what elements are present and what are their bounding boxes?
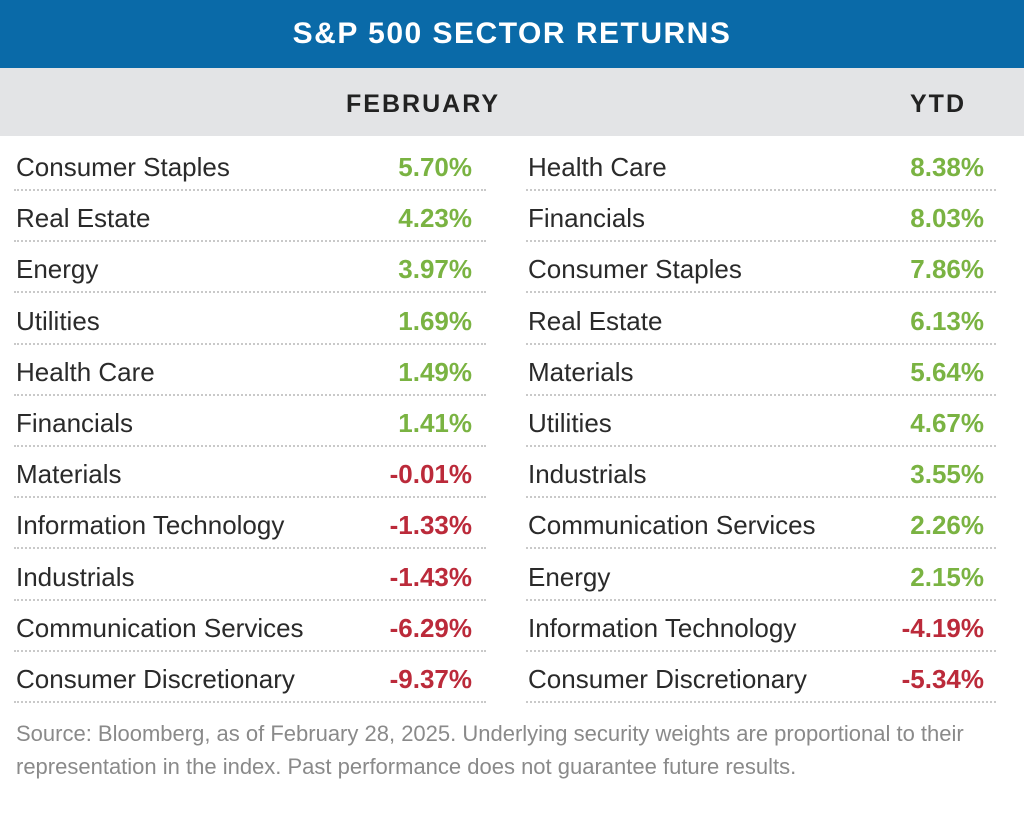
february-return-value: -1.33% [389, 510, 472, 541]
ytd-return-value: 8.03% [910, 203, 984, 234]
ytd-cell: Materials 5.64% [526, 346, 996, 396]
ytd-cell: Consumer Staples 7.86% [526, 243, 996, 294]
ytd-cell: Real Estate 6.13% [526, 295, 996, 345]
february-return-value: 1.41% [398, 407, 472, 438]
table-title: S&P 500 SECTOR RETURNS [292, 17, 732, 50]
february-sector-name: Financials [16, 407, 134, 438]
column-header-bar: FEBRUARY YTD [0, 68, 1024, 136]
ytd-cell: Health Care 8.38% [526, 141, 996, 191]
ytd-return-value: 5.64% [910, 356, 984, 387]
february-sector-name: Health Care [16, 356, 155, 387]
february-cell: Communication Services -6.29% [14, 602, 486, 652]
february-return-value: -6.29% [389, 612, 472, 643]
february-cell: Health Care 1.49% [14, 346, 486, 396]
ytd-return-value: 8.38% [910, 152, 984, 182]
ytd-sector-name: Information Technology [528, 612, 797, 643]
table-row: Financials 1.41% Utilities 4.67% [0, 397, 1024, 448]
february-sector-name: Utilities [16, 305, 100, 336]
february-column-header: FEBRUARY [346, 90, 500, 118]
february-cell: Materials -0.01% [14, 448, 486, 499]
february-cell: Information Technology -1.33% [14, 499, 486, 550]
ytd-sector-name: Financials [528, 203, 646, 234]
table-row: Materials -0.01% Industrials 3.55% [0, 448, 1024, 499]
ytd-sector-name: Consumer Discretionary [528, 663, 807, 694]
february-cell: Industrials -1.43% [14, 551, 486, 601]
ytd-return-value: -5.34% [901, 663, 984, 694]
february-sector-name: Materials [16, 459, 122, 490]
ytd-cell: Consumer Discretionary -5.34% [526, 653, 996, 703]
ytd-return-value: 2.26% [910, 510, 984, 541]
table-row: Information Technology -1.33% Communicatio… [0, 499, 1024, 550]
ytd-cell: Communication Services 2.26% [526, 499, 996, 550]
february-cell: Consumer Discretionary -9.37% [14, 653, 486, 703]
table-row: Consumer Staples 5.70% Health Care 8.38% [0, 141, 1024, 192]
ytd-return-value: 6.13% [910, 305, 984, 336]
february-return-value: 5.70% [398, 152, 472, 182]
february-return-value: 4.23% [398, 203, 472, 234]
february-sector-name: Consumer Staples [16, 152, 230, 182]
ytd-sector-name: Energy [528, 561, 611, 592]
february-cell: Energy 3.97% [14, 243, 486, 294]
ytd-return-value: 3.55% [910, 459, 984, 490]
ytd-return-value: 4.67% [910, 407, 984, 438]
ytd-sector-name: Consumer Staples [528, 254, 742, 285]
february-return-value: -0.01% [389, 459, 472, 490]
february-return-value: 1.49% [398, 356, 472, 387]
table-row: Utilities 1.69% Real Estate 6.13% [0, 295, 1024, 346]
february-sector-name: Communication Services [16, 612, 304, 643]
table-row: Real Estate 4.23% Financials 8.03% [0, 192, 1024, 243]
february-return-value: 3.97% [398, 254, 472, 285]
sector-returns-table: Consumer Staples 5.70% Health Care 8.38% Rea… [0, 141, 1024, 704]
ytd-cell: Energy 2.15% [526, 551, 996, 601]
february-sector-name: Information Technology [16, 510, 285, 541]
ytd-sector-name: Health Care [528, 152, 667, 182]
february-cell: Consumer Staples 5.70% [14, 141, 486, 191]
table-row: Communication Services -6.29% Information … [0, 602, 1024, 653]
ytd-cell: Industrials 3.55% [526, 448, 996, 499]
ytd-sector-name: Utilities [528, 407, 612, 438]
ytd-cell: Information Technology -4.19% [526, 602, 996, 652]
february-sector-name: Real Estate [16, 203, 151, 234]
ytd-return-value: -4.19% [901, 612, 984, 643]
table-row: Industrials -1.43% Energy 2.15% [0, 551, 1024, 602]
source-footnote: Source: Bloomberg, as of February 28, 20… [16, 721, 964, 779]
ytd-sector-name: Communication Services [528, 510, 816, 541]
february-cell: Financials 1.41% [14, 397, 486, 447]
ytd-cell: Financials 8.03% [526, 192, 996, 243]
february-return-value: -1.43% [389, 561, 472, 592]
table-row: Energy 3.97% Consumer Staples 7.86% [0, 243, 1024, 294]
february-sector-name: Consumer Discretionary [16, 663, 295, 694]
ytd-cell: Utilities 4.67% [526, 397, 996, 447]
title-bar: S&P 500 SECTOR RETURNS [0, 0, 1024, 68]
ytd-sector-name: Materials [528, 356, 634, 387]
february-return-value: -9.37% [389, 663, 472, 694]
february-sector-name: Industrials [16, 561, 135, 592]
table-row: Consumer Discretionary -9.37% Consumer Dis… [0, 653, 1024, 704]
ytd-column-header: YTD [910, 90, 966, 118]
february-cell: Utilities 1.69% [14, 295, 486, 345]
ytd-return-value: 2.15% [910, 561, 984, 592]
february-sector-name: Energy [16, 254, 99, 285]
ytd-sector-name: Industrials [528, 459, 647, 490]
table-row: Health Care 1.49% Materials 5.64% [0, 346, 1024, 397]
february-return-value: 1.69% [398, 305, 472, 336]
february-cell: Real Estate 4.23% [14, 192, 486, 243]
ytd-return-value: 7.86% [910, 254, 984, 285]
ytd-sector-name: Real Estate [528, 305, 663, 336]
